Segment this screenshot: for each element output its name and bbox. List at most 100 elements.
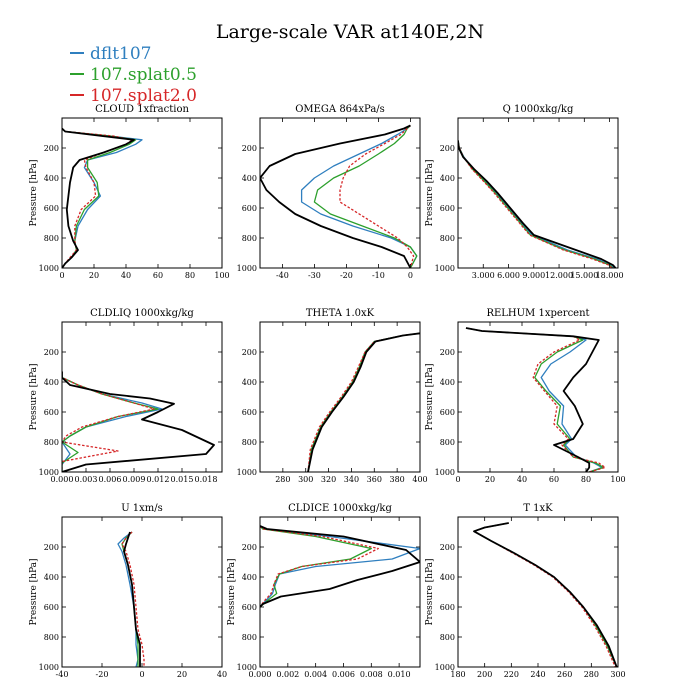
chart-panel-5: THETA 1.0xK 280 300 320 340 360 380 400 200 400 60… (237, 308, 428, 484)
y-tick-label: 200 (440, 543, 455, 552)
x-tick-label: 320 (321, 475, 336, 484)
series-line-black (260, 525, 420, 608)
y-tick-label: 200 (242, 348, 257, 357)
panel-title: Q 1000xkg/kg (503, 104, 574, 115)
y-tick-label: 200 (440, 144, 455, 153)
y-tick-label: 400 (44, 174, 59, 183)
x-tick-label: 0.009 (123, 475, 146, 484)
y-tick-label: 400 (440, 378, 455, 387)
y-tick-label: 1000 (435, 264, 455, 273)
series-line-black (123, 531, 141, 667)
x-tick-label: 0.006 (332, 670, 355, 679)
y-tick-label: 400 (440, 573, 455, 582)
x-tick-label: 0 (408, 271, 413, 280)
series-group (465, 327, 606, 472)
y-tick-label: 1000 (435, 663, 455, 672)
series-line-107-splat2-0 (62, 371, 155, 472)
series-group (473, 522, 618, 667)
y-tick-label: 800 (44, 438, 59, 447)
chart-panel-1: CLOUD 1xfraction 0 20 40 60 80 100 200 400 600 800… (29, 104, 230, 280)
plot-frame (259, 117, 421, 269)
x-tick-label: 0.010 (388, 670, 411, 679)
panel-title: CLDLIQ 1000xkg/kg (90, 308, 194, 319)
x-tick-label: 80 (581, 475, 591, 484)
chart-panel-2: OMEGA 864xPa/s -40 -30 -20 -10 0 200 400 600 800 1… (237, 104, 421, 280)
x-tick-label: 20 (89, 271, 99, 280)
y-tick-label: 1000 (237, 663, 257, 672)
series-group (260, 525, 420, 608)
y-axis-label: Pressure [hPa] (29, 363, 39, 430)
x-tick-label: 280 (584, 670, 599, 679)
x-tick-label: 18.000 (596, 271, 624, 280)
y-tick-label: 1000 (39, 663, 59, 672)
legend-label: 107.splat0.5 (90, 65, 197, 85)
y-axis-label: Pressure [hPa] (29, 159, 39, 226)
series-line-107-splat2-0 (458, 140, 613, 268)
series-line-black (473, 522, 618, 667)
y-tick-label: 200 (44, 144, 59, 153)
y-tick-label: 1000 (39, 264, 59, 273)
x-tick-label: 100 (610, 475, 625, 484)
x-tick-label: 0.003 (75, 475, 98, 484)
series-line-black (62, 127, 135, 268)
panel-title: T 1xK (523, 503, 553, 514)
y-tick-label: 400 (44, 378, 59, 387)
x-tick-label: 40 (121, 271, 131, 280)
x-tick-label: 0.000 (51, 475, 74, 484)
y-axis-label: Pressure [hPa] (227, 558, 237, 625)
series-line-107-splat2-0 (465, 327, 606, 472)
plot-frame (61, 117, 223, 269)
y-tick-label: 800 (440, 633, 455, 642)
series-line-dflt107 (117, 531, 139, 667)
y-tick-label: 200 (44, 543, 59, 552)
x-tick-label: 9.000 (522, 271, 545, 280)
panel-title: OMEGA 864xPa/s (295, 104, 385, 115)
y-tick-label: 400 (242, 573, 257, 582)
x-tick-label: 0.018 (195, 475, 218, 484)
x-tick-label: 180 (450, 670, 465, 679)
plot-frame (457, 516, 619, 668)
y-tick-label: 1000 (39, 468, 59, 477)
x-tick-label: 60 (153, 271, 163, 280)
x-tick-label: 0.004 (304, 670, 327, 679)
figure-title: Large-scale VAR at140E,2N (216, 21, 484, 43)
chart-panel-9: T 1xK 180 200 220 240 260 280 300 200 400 600 800 10… (425, 503, 626, 679)
y-tick-label: 600 (242, 408, 257, 417)
x-tick-label: 0.012 (147, 475, 170, 484)
series-line-black (465, 327, 600, 472)
series-group (117, 531, 145, 667)
panel-title: CLOUD 1xfraction (95, 104, 189, 115)
series-line-black (307, 332, 420, 472)
x-tick-label: 260 (557, 670, 572, 679)
y-tick-label: 600 (44, 603, 59, 612)
series-line-107-splat0-5 (313, 125, 418, 268)
series-line-dflt107 (300, 125, 418, 268)
y-tick-label: 1000 (237, 468, 257, 477)
x-tick-label: 380 (390, 475, 405, 484)
x-tick-label: 15.000 (570, 271, 598, 280)
y-tick-label: 400 (242, 174, 257, 183)
y-tick-label: 800 (44, 234, 59, 243)
x-tick-label: 300 (298, 475, 313, 484)
y-tick-label: 600 (44, 408, 59, 417)
x-tick-label: 400 (412, 475, 427, 484)
series-line-107-splat2-0 (121, 531, 145, 667)
x-tick-label: -10 (372, 271, 385, 280)
series-line-107-splat0-5 (458, 140, 614, 268)
y-tick-label: 600 (44, 204, 59, 213)
x-tick-label: 200 (477, 670, 492, 679)
x-tick-label: -30 (308, 271, 321, 280)
series-line-dflt107 (473, 522, 618, 667)
plot-frame (61, 516, 223, 668)
x-tick-label: 360 (367, 475, 382, 484)
y-axis-label: Pressure [hPa] (425, 363, 435, 430)
y-tick-label: 800 (242, 633, 257, 642)
series-group (307, 332, 420, 472)
plot-frame (259, 516, 421, 668)
x-tick-label: 220 (504, 670, 519, 679)
series-line-black (458, 140, 617, 268)
x-tick-label: 0.015 (171, 475, 194, 484)
x-tick-label: 280 (275, 475, 290, 484)
x-tick-label: 240 (530, 670, 545, 679)
